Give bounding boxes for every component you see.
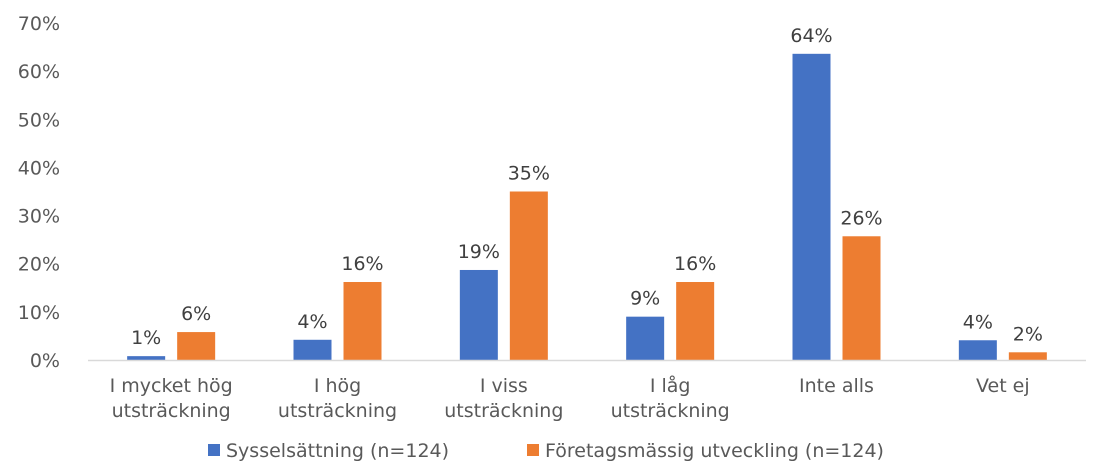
y-tick-label: 20% xyxy=(18,254,60,276)
bar-foretagsmassig-2 xyxy=(509,191,548,360)
data-label: 1% xyxy=(131,327,161,349)
bar-sysselsattning-4 xyxy=(792,53,831,360)
data-label: 16% xyxy=(341,253,383,275)
bar-sysselsattning-2 xyxy=(459,269,498,360)
category-label: I mycket hög utsträckning xyxy=(110,375,233,422)
data-label: 26% xyxy=(840,207,882,229)
data-labels: 1% 6% 4% 16% 19% 35% 9% 16% 64% 26% 4% 2% xyxy=(131,25,1043,349)
data-label: 9% xyxy=(630,288,660,310)
data-label: 64% xyxy=(790,25,832,47)
legend-swatch xyxy=(208,444,220,456)
bar-sysselsattning-0 xyxy=(127,356,166,360)
y-axis-ticks: 0% 10% 20% 30% 40% 50% 60% 70% xyxy=(18,13,60,372)
y-tick-label: 70% xyxy=(18,13,60,35)
category-labels: I mycket hög utsträckning I hög utsträcknin… xyxy=(110,374,1030,422)
bar-sysselsattning-3 xyxy=(626,316,665,360)
bar-sysselsattning-5 xyxy=(958,340,997,360)
bars xyxy=(127,53,1047,360)
legend-swatch xyxy=(527,444,539,456)
data-label: 35% xyxy=(508,163,550,185)
data-label: 4% xyxy=(963,311,993,333)
bar-foretagsmassig-0 xyxy=(177,332,216,360)
y-tick-label: 30% xyxy=(18,206,60,228)
legend-label: Sysselsättning (n=124) xyxy=(226,440,449,462)
legend-label: Företagsmässig utveckling (n=124) xyxy=(545,440,884,462)
y-tick-label: 0% xyxy=(30,350,60,372)
legend: Sysselsättning (n=124) Företagsmässig utv… xyxy=(208,440,884,462)
bar-sysselsattning-1 xyxy=(293,339,332,360)
y-tick-label: 50% xyxy=(18,109,60,131)
data-label: 2% xyxy=(1013,323,1043,345)
bar-foretagsmassig-3 xyxy=(676,282,715,360)
category-label: Inte alls xyxy=(799,375,874,397)
y-tick-label: 60% xyxy=(18,61,60,83)
y-tick-label: 10% xyxy=(18,302,60,324)
data-label: 6% xyxy=(181,303,211,325)
category-label: Vet ej xyxy=(976,375,1030,397)
y-tick-label: 40% xyxy=(18,157,60,179)
bar-foretagsmassig-5 xyxy=(1008,352,1047,360)
category-label: I viss utsträckning xyxy=(444,375,563,422)
data-label: 19% xyxy=(458,241,500,263)
data-label: 4% xyxy=(297,311,327,333)
bar-foretagsmassig-1 xyxy=(343,282,382,360)
bar-foretagsmassig-4 xyxy=(842,236,881,360)
data-label: 16% xyxy=(674,253,716,275)
category-label: I hög utsträckning xyxy=(278,375,397,422)
category-label: I låg utsträckning xyxy=(611,374,730,422)
